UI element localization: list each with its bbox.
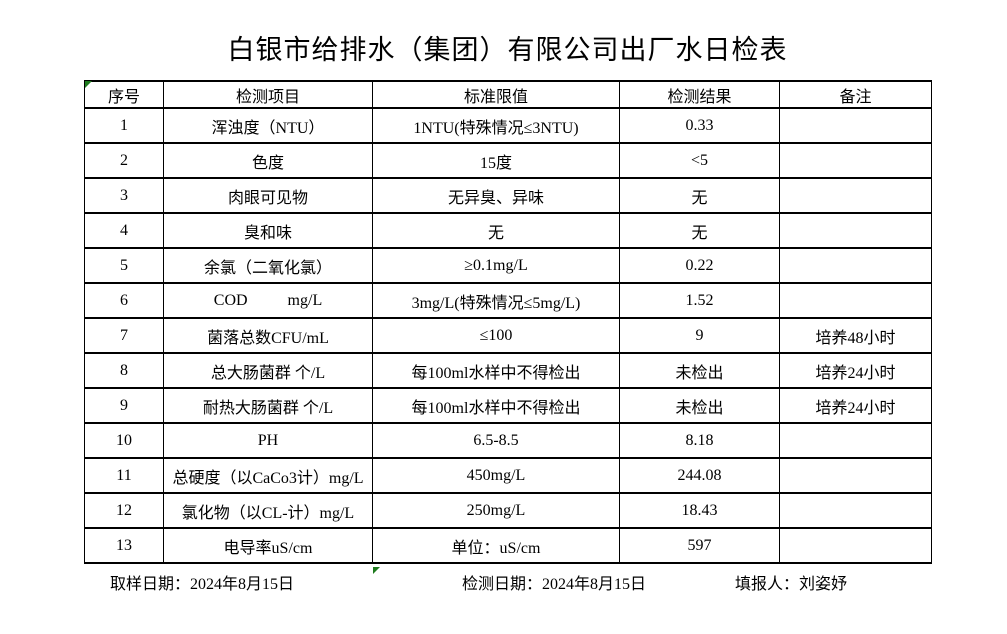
column-header-standard: 标准限值 bbox=[372, 80, 620, 109]
table-cell bbox=[779, 527, 932, 564]
footer: 取样日期：2024年8月15日 检测日期：2024年8月15日 填报人：刘姿妤 bbox=[0, 570, 1007, 594]
table-cell: 浑浊度（NTU） bbox=[163, 107, 373, 144]
table-cell bbox=[779, 247, 932, 284]
table-cell: PH bbox=[163, 422, 373, 459]
cell-flag-triangle-icon bbox=[373, 567, 380, 574]
table-cell: 培养24小时 bbox=[779, 387, 932, 424]
table-row: 4 臭和味无无 bbox=[84, 212, 932, 249]
table-cell: 3mg/L(特殊情况≤5mg/L) bbox=[372, 282, 620, 319]
table-header: 序号 检测项目 标准限值 检测结果 备注 bbox=[84, 80, 932, 109]
reporter-label: 填报人：刘姿妤 bbox=[735, 576, 848, 593]
table-cell: 450mg/L bbox=[372, 457, 620, 494]
table-cell: 电导率uS/cm bbox=[163, 527, 373, 564]
table-cell: 无 bbox=[619, 177, 780, 214]
table-cell: 臭和味 bbox=[163, 212, 373, 249]
table-row: 13 电导率uS/cm 单位：uS/cm 597 bbox=[84, 527, 932, 564]
table-cell bbox=[779, 142, 932, 179]
table-row: 6 COD mg/L 3mg/L(特殊情况≤5mg/L) 1.52 bbox=[84, 282, 932, 319]
table-cell: 每100ml水样中不得检出 bbox=[372, 387, 620, 424]
table-cell: 4 bbox=[84, 212, 164, 249]
table-cell bbox=[779, 422, 932, 459]
table-cell: 15度 bbox=[372, 142, 620, 179]
table-cell: 11 bbox=[84, 457, 164, 494]
table-cell: 7 bbox=[84, 317, 164, 354]
table-row: 8 总大肠菌群 个/L 每100ml水样中不得检出 未检出 培养24小时 bbox=[84, 352, 932, 389]
table-row: 1 浑浊度（NTU） 1NTU(特殊情况≤3NTU) 0.33 bbox=[84, 107, 932, 144]
cell-flag-triangle-icon bbox=[85, 81, 92, 88]
table-cell: 0.33 bbox=[619, 107, 780, 144]
table-row: 10 PH 6.5-8.5 8.18 bbox=[84, 422, 932, 459]
table-cell: 未检出 bbox=[619, 352, 780, 389]
table-cell: ≥0.1mg/L bbox=[372, 247, 620, 284]
table-cell: 13 bbox=[84, 527, 164, 564]
table-cell bbox=[779, 107, 932, 144]
table-cell: 培养24小时 bbox=[779, 352, 932, 389]
inspection-table: 序号 检测项目 标准限值 检测结果 备注 1 浑浊度（NTU） 1NTU(特殊情况≤… bbox=[84, 80, 932, 564]
column-header-index: 序号 bbox=[84, 80, 164, 109]
table-cell: 1.52 bbox=[619, 282, 780, 319]
table-cell: 8.18 bbox=[619, 422, 780, 459]
column-header-remark: 备注 bbox=[779, 80, 932, 109]
column-header-result: 检测结果 bbox=[619, 80, 780, 109]
table-cell: 氯化物（以CL-计）mg/L bbox=[163, 492, 373, 529]
table-cell bbox=[779, 492, 932, 529]
table-cell: 12 bbox=[84, 492, 164, 529]
header-row: 序号 检测项目 标准限值 检测结果 备注 bbox=[84, 80, 932, 109]
table-cell: 2 bbox=[84, 142, 164, 179]
table-cell: 3 bbox=[84, 177, 164, 214]
table-cell bbox=[779, 282, 932, 319]
table-row: 3 肉眼可见物 无异臭、异味无 bbox=[84, 177, 932, 214]
page-title: 白银市给排水（集团）有限公司出厂水日检表 bbox=[227, 35, 788, 65]
table-cell bbox=[779, 457, 932, 494]
table-cell: 250mg/L bbox=[372, 492, 620, 529]
table-cell: 6 bbox=[84, 282, 164, 319]
table-cell: 1NTU(特殊情况≤3NTU) bbox=[372, 107, 620, 144]
table-cell: COD mg/L bbox=[163, 282, 373, 319]
table-cell: 未检出 bbox=[619, 387, 780, 424]
table-cell: 6.5-8.5 bbox=[372, 422, 620, 459]
test-date-label: 检测日期：2024年8月15日 bbox=[462, 576, 647, 593]
table-row: 11 总硬度（以CaCo3计）mg/L 450mg/L 244.08 bbox=[84, 457, 932, 494]
table-cell: 9 bbox=[619, 317, 780, 354]
table-cell: 244.08 bbox=[619, 457, 780, 494]
table-cell: 菌落总数CFU/mL bbox=[163, 317, 373, 354]
table-cell: 0.22 bbox=[619, 247, 780, 284]
table-body: 1 浑浊度（NTU） 1NTU(特殊情况≤3NTU) 0.33 2 色度 15度 <5 3 肉眼可… bbox=[84, 107, 932, 564]
table-row: 9 耐热大肠菌群 个/L 每100ml水样中不得检出 未检出 培养24小时 bbox=[84, 387, 932, 424]
table-cell: 余氯（二氧化氯） bbox=[163, 247, 373, 284]
table-cell: 每100ml水样中不得检出 bbox=[372, 352, 620, 389]
table-cell: 无异臭、异味 bbox=[372, 177, 620, 214]
table-cell: 无 bbox=[372, 212, 620, 249]
sampling-date-label: 取样日期：2024年8月15日 bbox=[110, 576, 295, 593]
table-row: 12 氯化物（以CL-计）mg/L 250mg/L 18.43 bbox=[84, 492, 932, 529]
table-cell: 无 bbox=[619, 212, 780, 249]
table-cell: 18.43 bbox=[619, 492, 780, 529]
table-row: 5 余氯（二氧化氯） ≥0.1mg/L 0.22 bbox=[84, 247, 932, 284]
table-cell: ≤100 bbox=[372, 317, 620, 354]
table-cell: 597 bbox=[619, 527, 780, 564]
table-cell: 总大肠菌群 个/L bbox=[163, 352, 373, 389]
table-cell: 1 bbox=[84, 107, 164, 144]
table-cell: 耐热大肠菌群 个/L bbox=[163, 387, 373, 424]
table-row: 2 色度 15度 <5 bbox=[84, 142, 932, 179]
table-cell: 总硬度（以CaCo3计）mg/L bbox=[163, 457, 373, 494]
table-cell: <5 bbox=[619, 142, 780, 179]
table-cell: 培养48小时 bbox=[779, 317, 932, 354]
table-cell: 9 bbox=[84, 387, 164, 424]
table-cell: 色度 bbox=[163, 142, 373, 179]
column-header-item: 检测项目 bbox=[163, 80, 373, 109]
table-cell bbox=[779, 212, 932, 249]
table-cell: 10 bbox=[84, 422, 164, 459]
table-cell bbox=[779, 177, 932, 214]
table-cell: 8 bbox=[84, 352, 164, 389]
table-row: 7 菌落总数CFU/mL ≤100 9 培养48小时 bbox=[84, 317, 932, 354]
table-cell: 单位：uS/cm bbox=[372, 527, 620, 564]
table-cell: 肉眼可见物 bbox=[163, 177, 373, 214]
table-cell: 5 bbox=[84, 247, 164, 284]
